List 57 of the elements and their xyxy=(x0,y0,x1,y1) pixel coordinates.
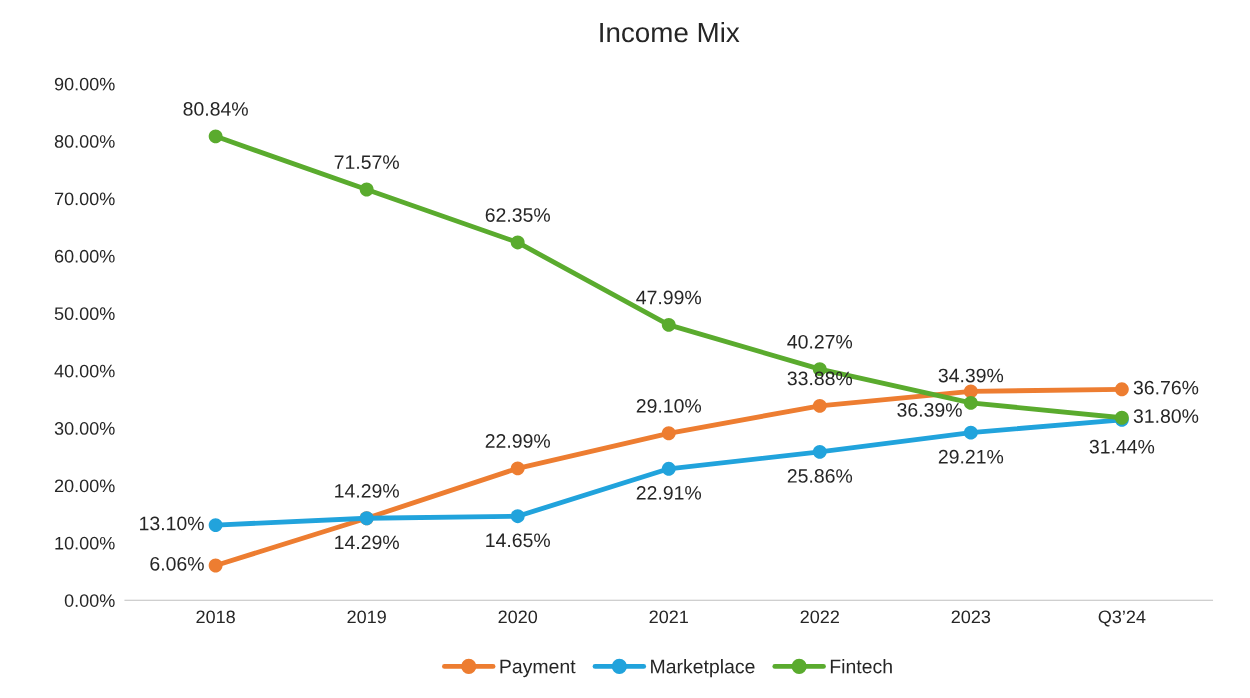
data-label: 14.65% xyxy=(486,533,550,548)
point xyxy=(510,235,525,250)
legend-label: Marketplace xyxy=(651,659,755,678)
data-label: 25.86% xyxy=(787,469,853,483)
data-label: 14.29% xyxy=(335,483,399,498)
point xyxy=(359,182,374,197)
data-label: 22.91% xyxy=(636,485,702,500)
data-label: 80.84% xyxy=(183,102,248,116)
point xyxy=(1114,382,1129,397)
data-label: 6.06% xyxy=(150,556,204,571)
y-tick-label: 70.00% xyxy=(54,192,115,206)
x-tick-label: 2021 xyxy=(649,610,688,624)
point xyxy=(661,461,676,476)
data-label: 34.39% xyxy=(938,368,1004,383)
point xyxy=(812,444,827,459)
y-tick-label: 10.00% xyxy=(55,536,115,550)
data-label: 71.57% xyxy=(334,155,399,170)
y-tick-label: 20.00% xyxy=(54,479,115,493)
data-label: 29.21% xyxy=(938,449,1004,464)
x-tick-label: 2022 xyxy=(800,610,839,624)
data-label: 62.35% xyxy=(485,208,550,222)
data-label: 14.29% xyxy=(335,535,399,550)
data-label: 22.99% xyxy=(485,434,550,448)
y-tick-label: 40.00% xyxy=(54,364,115,378)
legend-label: Fintech xyxy=(830,659,892,674)
data-label: 33.88% xyxy=(787,371,853,386)
point xyxy=(963,395,978,410)
point xyxy=(963,425,978,440)
data-label: 31.80% xyxy=(1133,409,1199,423)
y-tick-label: 80.00% xyxy=(54,135,115,148)
x-tick-label: Q3’24 xyxy=(1098,610,1146,627)
point xyxy=(510,509,525,524)
x-tick-label: 2019 xyxy=(347,610,386,624)
data-label: 13.10% xyxy=(140,516,204,531)
y-tick-label: 50.00% xyxy=(54,307,115,321)
point xyxy=(208,129,223,144)
data-label: 36.76% xyxy=(1133,380,1199,395)
y-tick-label: 60.00% xyxy=(54,249,115,263)
point xyxy=(208,558,223,573)
data-label: 31.44% xyxy=(1089,439,1155,454)
point xyxy=(661,317,676,332)
legend-label: Payment xyxy=(500,659,576,678)
point xyxy=(812,398,827,413)
data-label: 36.39% xyxy=(897,403,962,417)
point xyxy=(208,518,223,533)
y-tick-label: 0.00% xyxy=(64,594,115,607)
data-label: 40.27% xyxy=(787,334,853,349)
data-label: 47.99% xyxy=(636,290,702,305)
point xyxy=(510,461,525,476)
x-tick-label: 2018 xyxy=(196,610,235,624)
point xyxy=(661,426,676,441)
x-tick-label: 2020 xyxy=(498,610,538,624)
x-tick-label: 2023 xyxy=(951,610,991,624)
y-tick-label: 90.00% xyxy=(54,77,115,91)
y-tick-label: 30.00% xyxy=(54,422,115,435)
data-label: 29.10% xyxy=(636,398,702,413)
chart-title: Income Mix xyxy=(600,21,740,43)
